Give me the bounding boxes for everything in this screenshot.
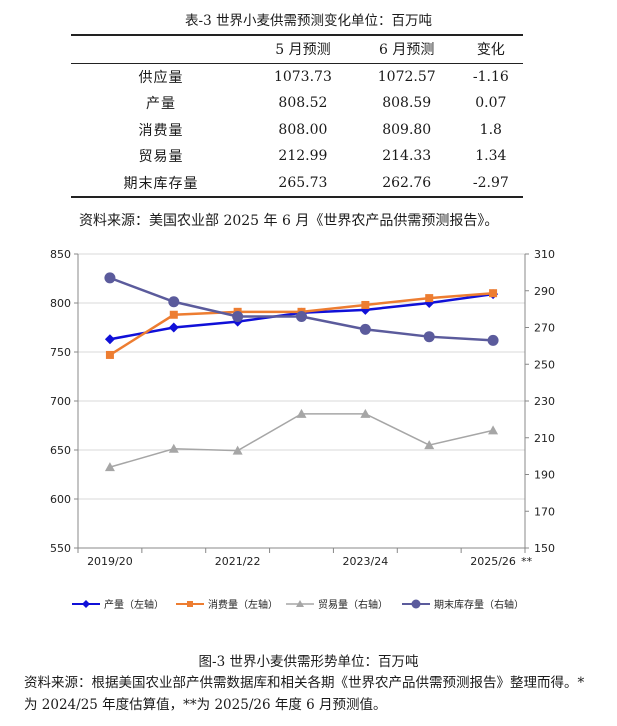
data-point: [105, 350, 114, 359]
table-source-note: 资料来源：美国农业部 2025 年 6 月《世界农产品供需预测报告》。: [79, 213, 499, 229]
data-point: [104, 462, 115, 472]
table-row: 贸易量 212.99 214.33 1.34: [71, 143, 523, 170]
data-point: [168, 443, 179, 453]
y-right-tick-label: 170: [534, 505, 555, 518]
y-right-tick-label: 190: [534, 469, 555, 482]
data-point: [360, 408, 371, 418]
legend-label: 消费量（左轴）: [208, 598, 278, 611]
table-header-row: 5 月预测 6 月预测 变化: [71, 35, 523, 63]
cell-may: 808.52: [278, 95, 328, 112]
row-label: 产量: [146, 96, 176, 113]
row-label: 期末库存量: [123, 175, 199, 192]
header-blank: [71, 35, 251, 63]
cell-may: 808.00: [278, 121, 328, 138]
y-left-tick-label: 700: [50, 395, 71, 408]
data-point: [296, 408, 307, 418]
x-tick-label: 2025/26: [470, 555, 516, 568]
series-line: [109, 413, 494, 468]
y-right-tick-label: 250: [534, 358, 555, 371]
legend-label: 贸易量（右轴）: [318, 598, 388, 611]
table-row: 供应量 1073.73 1072.57 -1.16: [71, 63, 523, 90]
data-point: [360, 304, 371, 315]
data-point: [296, 310, 307, 322]
data-point: [489, 289, 498, 298]
legend-swatch-marker: [411, 599, 421, 609]
data-point: [232, 310, 244, 322]
data-point: [488, 425, 499, 435]
cell-june: 262.76: [382, 174, 432, 191]
data-point: [232, 445, 243, 455]
row-label: 贸易量: [138, 149, 184, 166]
legend-label: 期末库存量（右轴）: [434, 598, 524, 611]
cell-may: 212.99: [278, 148, 328, 165]
y-right-tick-label: 310: [534, 248, 555, 261]
wheat-forecast-table: 5 月预测 6 月预测 变化 供应量 1073.73 1072.57 -1.16…: [71, 34, 523, 198]
cell-may: 1073.73: [273, 68, 332, 85]
cell-change: 1.8: [479, 121, 502, 138]
x-tick-suffix: **: [521, 555, 533, 568]
data-point: [104, 334, 115, 345]
y-right-tick-label: 210: [534, 432, 555, 445]
wheat-supply-demand-chart: 550 600 650 700 750 800 850 150 170 190 210 230 250 2…: [50, 248, 555, 611]
legend-swatch-marker: [82, 600, 90, 608]
x-tick-label: 2019/20: [87, 555, 133, 568]
header-june: 6 月预测: [379, 42, 435, 59]
y-left-tick-label: 750: [50, 346, 71, 359]
data-point: [423, 331, 435, 343]
data-point: [104, 272, 116, 284]
cell-change: 0.07: [475, 95, 507, 112]
data-point: [168, 322, 179, 333]
figure-source-note: 资料来源：根据美国农业部产供需数据库和相关各期《世界农产品供需预测报告》整理而得…: [24, 675, 585, 713]
cell-june: 809.80: [382, 121, 432, 138]
y-right-tick-label: 270: [534, 322, 555, 335]
cell-june: 1072.57: [377, 68, 436, 85]
cell-june: 808.59: [382, 95, 432, 112]
table-row: 期末库存量 265.73 262.76 -2.97: [71, 170, 523, 197]
cell-june: 214.33: [382, 148, 432, 165]
cell-change: -2.97: [472, 174, 509, 191]
y-left-tick-label: 650: [50, 444, 71, 457]
cell-change: -1.16: [472, 68, 509, 85]
legend-swatch-marker: [187, 601, 193, 607]
data-point: [361, 300, 370, 309]
y-left-tick-label: 850: [50, 248, 71, 261]
data-point: [487, 334, 499, 346]
table-title: 表-3 世界小麦供需预测变化单位：百万吨: [185, 13, 432, 29]
data-point: [359, 323, 371, 335]
data-point: [169, 310, 178, 319]
data-point: [425, 294, 434, 303]
table-row: 产量 808.52 808.59 0.07: [71, 90, 523, 117]
table-row: 消费量 808.00 809.80 1.8: [71, 117, 523, 144]
cell-change: 1.34: [475, 148, 507, 165]
y-right-tick-label: 290: [534, 285, 555, 298]
data-point: [424, 440, 435, 450]
x-tick-label: 2023/24: [343, 555, 389, 568]
y-left-tick-label: 600: [50, 493, 71, 506]
x-tick-label: 2021/22: [215, 555, 261, 568]
y-right-tick-label: 150: [534, 542, 555, 555]
y-left-tick-label: 800: [50, 297, 71, 310]
legend-swatch-marker: [296, 600, 304, 607]
data-point: [168, 296, 180, 308]
row-label: 消费量: [138, 122, 184, 139]
header-change: 变化: [476, 42, 505, 59]
figure-title: 图-3 世界小麦供需形势单位：百万吨: [198, 654, 419, 670]
y-left-tick-label: 550: [50, 542, 71, 555]
cell-may: 265.73: [278, 174, 328, 191]
y-right-tick-label: 230: [534, 395, 555, 408]
row-label: 供应量: [138, 69, 184, 86]
header-may: 5 月预测: [275, 42, 331, 59]
legend-label: 产量（左轴）: [104, 598, 164, 611]
